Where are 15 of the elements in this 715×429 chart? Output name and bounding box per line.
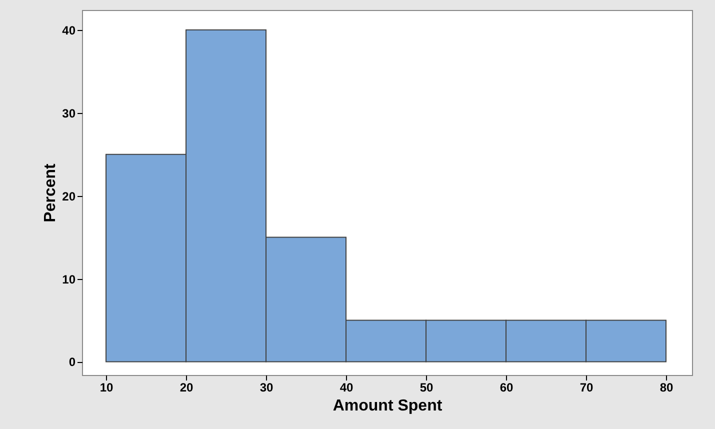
x-tick-label: 30 bbox=[260, 380, 274, 394]
x-tick-label: 70 bbox=[580, 380, 594, 394]
y-tick-label: 40 bbox=[62, 23, 76, 38]
x-tick-label: 50 bbox=[420, 380, 434, 394]
x-axis-title: Amount Spent bbox=[332, 398, 443, 414]
x-tick-label: 60 bbox=[500, 380, 514, 394]
y-tick-label: 10 bbox=[62, 272, 76, 286]
x-tick-label: 40 bbox=[340, 380, 354, 394]
x-tick-label: 10 bbox=[100, 380, 114, 394]
x-tick-label: 20 bbox=[180, 380, 194, 394]
y-axis-title: Percent bbox=[42, 162, 60, 222]
y-tick-label: 0 bbox=[68, 355, 76, 370]
y-tick-label: 20 bbox=[62, 189, 76, 204]
x-tick-label: 80 bbox=[660, 380, 674, 394]
y-tick-label: 30 bbox=[62, 106, 76, 120]
